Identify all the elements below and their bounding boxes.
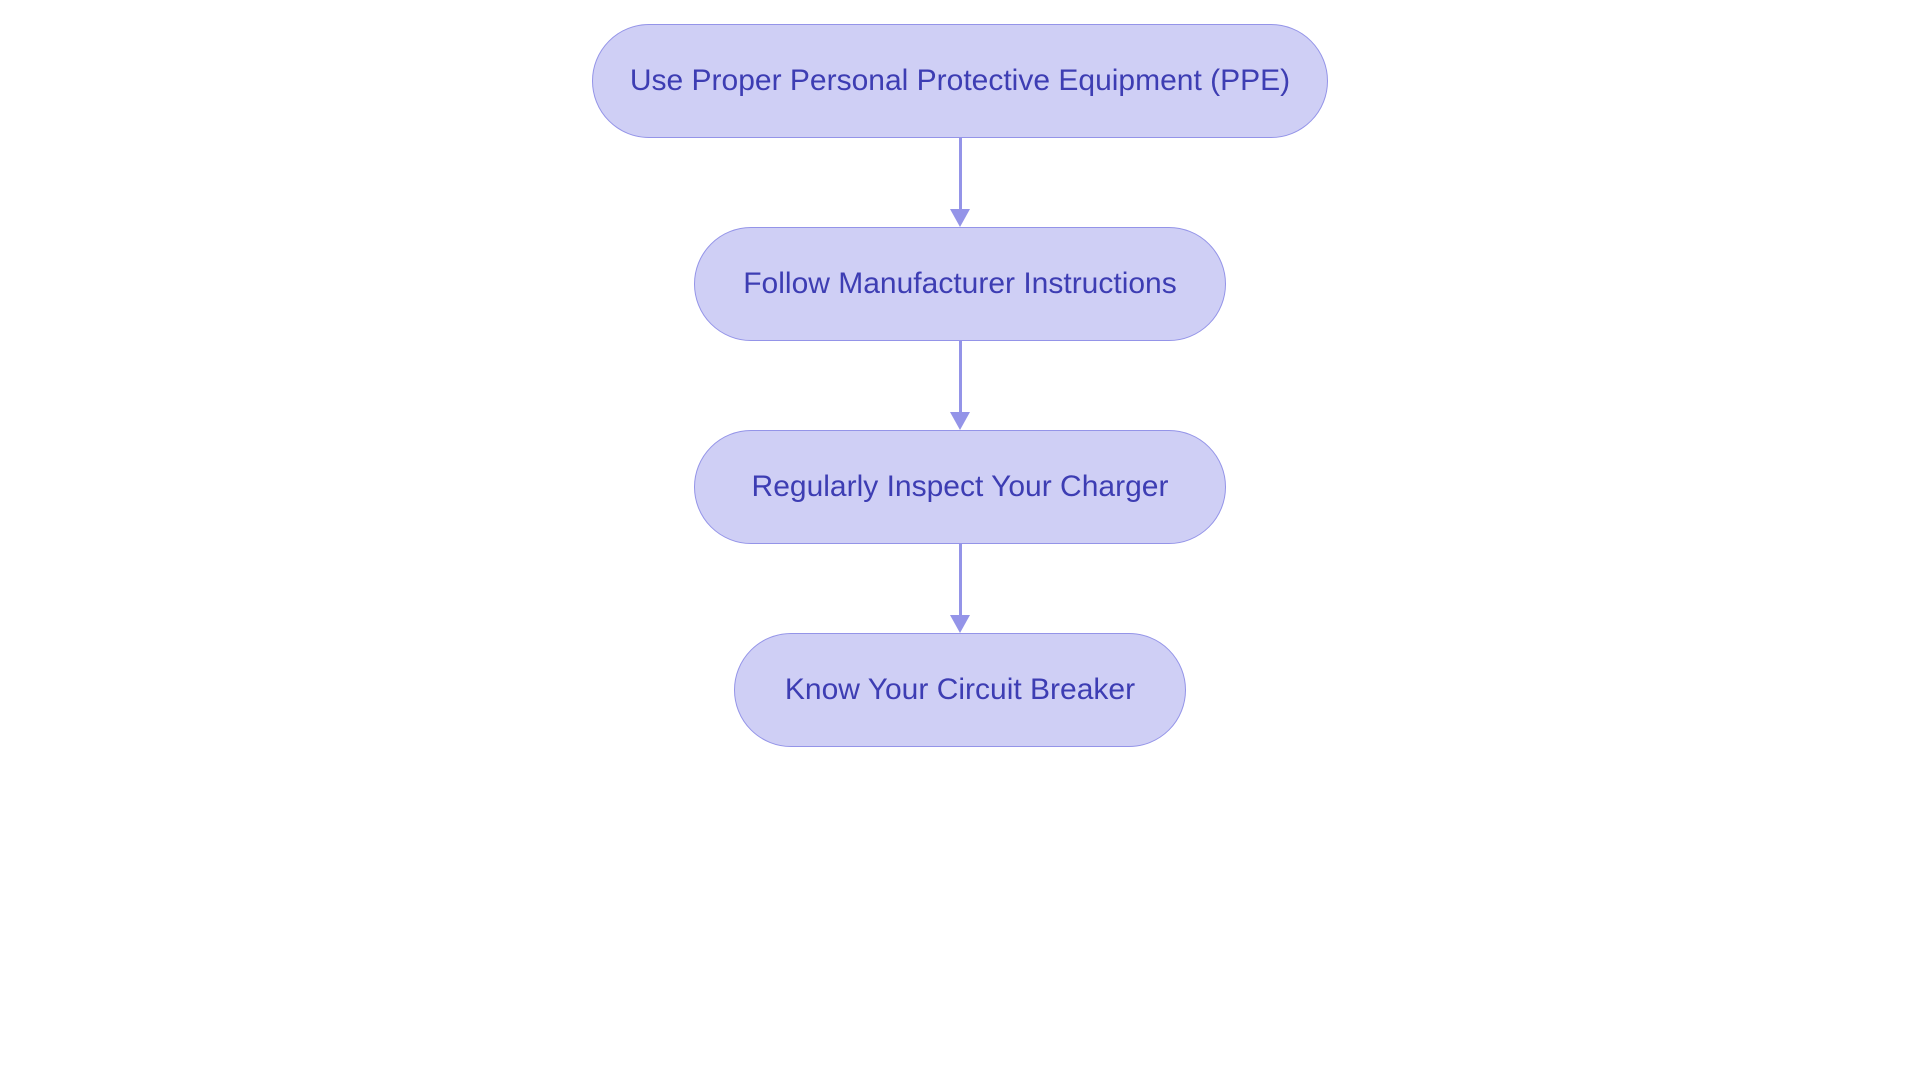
arrow-line: [959, 544, 962, 616]
flowchart-node-label: Use Proper Personal Protective Equipment…: [630, 64, 1290, 98]
flowchart-node-label: Follow Manufacturer Instructions: [743, 267, 1177, 301]
flowchart-node-label: Know Your Circuit Breaker: [785, 673, 1135, 707]
arrow-head-icon: [950, 412, 970, 430]
arrow-line: [959, 138, 962, 210]
flowchart-arrow-2: [950, 544, 970, 633]
arrow-head-icon: [950, 615, 970, 633]
flowchart-node-3: Know Your Circuit Breaker: [734, 633, 1186, 747]
arrow-line: [959, 341, 962, 413]
flowchart-node-2: Regularly Inspect Your Charger: [694, 430, 1226, 544]
flowchart-container: Use Proper Personal Protective Equipment…: [592, 24, 1328, 747]
flowchart-arrow-0: [950, 138, 970, 227]
flowchart-arrow-1: [950, 341, 970, 430]
flowchart-node-1: Follow Manufacturer Instructions: [694, 227, 1226, 341]
flowchart-node-label: Regularly Inspect Your Charger: [752, 470, 1169, 504]
flowchart-node-0: Use Proper Personal Protective Equipment…: [592, 24, 1328, 138]
arrow-head-icon: [950, 209, 970, 227]
